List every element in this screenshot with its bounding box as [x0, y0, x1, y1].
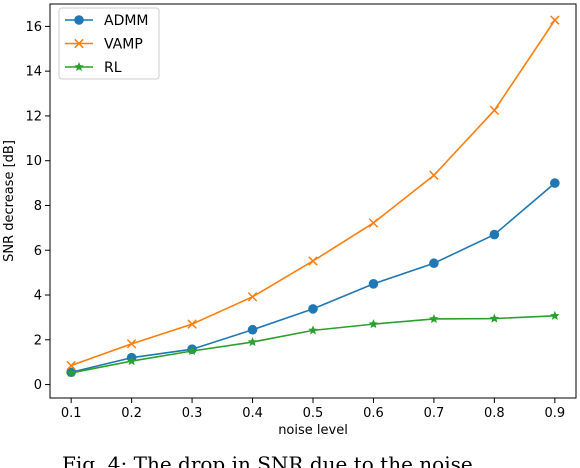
y-axis-label: SNR decrease [dB] — [2, 140, 17, 262]
data-point — [550, 15, 560, 25]
x-tick-label: 0.5 — [303, 406, 324, 421]
x-tick-label: 0.1 — [61, 406, 82, 421]
y-tick-label: 2 — [34, 333, 42, 348]
x-tick-label: 0.6 — [363, 406, 384, 421]
data-point — [126, 339, 137, 349]
legend-label: VAMP — [104, 37, 143, 53]
x-tick-label: 0.9 — [544, 406, 565, 421]
series-vamp — [66, 15, 560, 371]
data-point — [489, 313, 500, 323]
figure-caption: Fig. 4: The drop in SNR due to the noise — [62, 452, 473, 468]
y-tick-label: 16 — [25, 20, 42, 35]
data-point — [247, 292, 258, 302]
legend-marker — [74, 38, 84, 49]
data-point — [247, 337, 258, 347]
data-point — [550, 178, 560, 188]
x-axis-label: noise level — [278, 423, 348, 438]
x-tick-label: 0.4 — [242, 406, 263, 421]
line-chart: 0.1 0.2 0.3 0.4 0.5 0.6 0.7 0.8 0.9 0 2 4 6 8 10 12 14 1… — [2, 3, 577, 438]
x-axis-ticks: 0.1 0.2 0.3 0.4 0.5 0.6 0.7 0.8 0.9 — [61, 398, 565, 421]
series-line — [70, 182, 556, 374]
x-tick-label: 0.7 — [424, 406, 445, 421]
data-point — [429, 313, 439, 324]
legend-box — [58, 7, 160, 80]
data-point — [308, 256, 318, 266]
y-tick-label: 12 — [25, 109, 42, 124]
data-point — [550, 310, 560, 320]
x-tick-label: 0.3 — [182, 406, 203, 421]
data-point — [308, 325, 318, 335]
series-line — [71, 315, 555, 374]
data-point — [66, 360, 76, 371]
y-tick-label: 0 — [34, 378, 42, 393]
data-point — [187, 319, 197, 329]
y-tick-label: 8 — [34, 199, 42, 214]
data-point — [187, 345, 197, 356]
data-point — [126, 356, 137, 366]
x-tick-label: 0.8 — [484, 406, 505, 421]
legend-label: ADMM — [104, 13, 149, 29]
y-tick-label: 6 — [34, 244, 42, 259]
y-axis-ticks: 0 2 4 6 8 10 12 14 16 — [25, 20, 50, 393]
data-point — [489, 229, 500, 240]
series-layer — [66, 15, 560, 378]
data-point — [368, 319, 379, 329]
data-point — [247, 324, 258, 335]
series-admm — [66, 178, 560, 378]
legend-label: RL — [104, 60, 122, 76]
data-point — [368, 279, 379, 289]
x-tick-label: 0.2 — [121, 406, 142, 421]
data-point — [368, 218, 379, 228]
legend-marker — [74, 62, 84, 72]
data-point — [429, 258, 439, 269]
y-tick-label: 10 — [25, 154, 42, 169]
data-point — [429, 170, 439, 180]
legend: ADMM VAMP RL — [58, 7, 160, 80]
legend-marker — [74, 15, 84, 25]
series-rl — [66, 310, 560, 377]
data-point — [489, 105, 500, 116]
y-tick-label: 4 — [34, 289, 42, 304]
data-point — [66, 367, 76, 377]
y-tick-label: 14 — [25, 65, 42, 80]
data-point — [308, 304, 318, 314]
